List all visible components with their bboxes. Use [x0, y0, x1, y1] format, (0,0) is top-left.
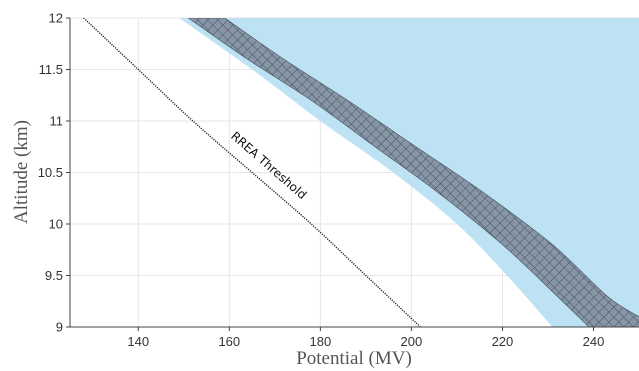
- y-tick-label: 9.5: [45, 268, 63, 283]
- x-tick-label: 240: [583, 334, 605, 349]
- x-tick-label: 220: [492, 334, 514, 349]
- threshold-line: [83, 18, 421, 327]
- y-tick-label: 10: [49, 217, 63, 232]
- x-tick-label: 160: [218, 334, 240, 349]
- x-tick-label: 200: [401, 334, 423, 349]
- y-tick-label: 11.5: [39, 62, 63, 77]
- y-tick-label: 10.5: [38, 165, 63, 180]
- hatched-band: [187, 18, 639, 327]
- y-tick-label: 11: [50, 114, 64, 129]
- threshold-line-group: [83, 18, 421, 327]
- data-regions: [179, 18, 639, 327]
- x-tick-label: 140: [127, 334, 149, 349]
- axis-ticks: 140 160 180 200 220 240 9 9.5 10 10.5 11 11.5 12: [38, 11, 605, 350]
- y-tick-label: 9: [56, 320, 63, 335]
- x-axis-title: Potential (MV): [296, 348, 412, 369]
- y-tick-label: 12: [49, 11, 63, 26]
- x-tick-label: 180: [310, 334, 332, 349]
- y-axis-title: Altitude (km): [11, 120, 32, 224]
